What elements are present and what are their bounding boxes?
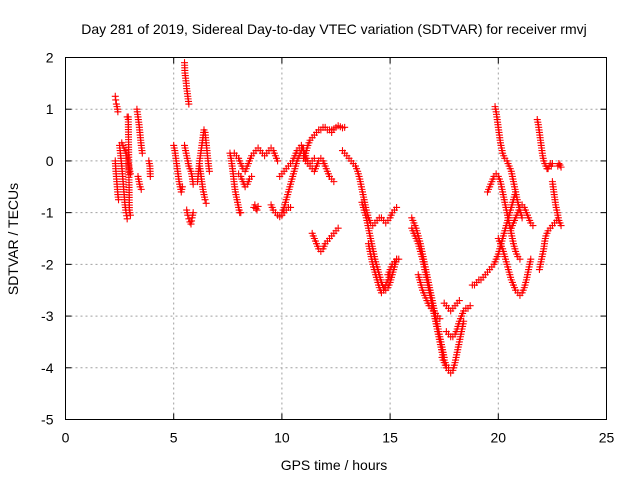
series-arc-11.7 (308, 224, 342, 255)
data-point (395, 255, 403, 263)
series-arc-3.4 (134, 172, 145, 193)
series-arc-5.0 (170, 141, 186, 196)
series-arc-6.4 (196, 162, 210, 207)
x-tick-label: 10 (274, 430, 290, 446)
chart-title: Day 281 of 2019, Sidereal Day-to-day VTE… (81, 21, 586, 37)
data-point (436, 315, 444, 323)
y-tick-label: -3 (41, 308, 54, 324)
x-tick-label: 5 (170, 430, 178, 446)
y-tick-label: -4 (41, 360, 54, 376)
data-point (137, 185, 145, 193)
data-point (237, 209, 245, 217)
series-arc-17.0 (414, 271, 444, 323)
data-point (466, 302, 474, 310)
data-point (555, 160, 563, 168)
series-arc-22.8 (554, 160, 565, 171)
axis-ticks: 0 5 10 15 20 25 -5 -4 -3 -2 -1 0 1 2 (41, 50, 614, 446)
plot-frame (65, 57, 607, 420)
data-point (112, 96, 120, 104)
series-arc-5.7 (183, 206, 197, 228)
series-arc-21.2 (507, 201, 537, 232)
data-point (114, 108, 122, 116)
y-tick-label: 1 (46, 101, 54, 117)
data-point (529, 222, 537, 230)
series-arc-10.3 (278, 144, 308, 217)
data-point (115, 196, 123, 204)
data-point (248, 172, 256, 180)
series-arc-3.3 (133, 105, 146, 157)
series-arc-8.2 (235, 170, 256, 191)
data-point (253, 206, 261, 214)
series-arc-12.5 (328, 122, 349, 134)
grid-lines (65, 57, 607, 420)
y-tick-label: -2 (41, 256, 54, 272)
series-arc-11.6 (300, 149, 338, 186)
data-point (254, 202, 262, 210)
x-axis-label: GPS time / hours (281, 457, 388, 473)
data-point (516, 255, 524, 263)
data-point (138, 149, 146, 157)
data-point (126, 211, 134, 219)
data-point (185, 100, 193, 108)
data-point (178, 183, 186, 191)
data-point (202, 199, 210, 207)
data-point (548, 160, 556, 168)
data-point (557, 222, 565, 230)
series-arc-19.7 (483, 170, 524, 263)
series-arc-2.3b (111, 157, 123, 204)
data-point (527, 255, 535, 263)
x-tick-label: 0 (62, 430, 70, 446)
data-point (205, 167, 213, 175)
series-arc-19.9 (491, 103, 526, 222)
series-arc-17.6 (438, 317, 468, 377)
y-tick-label: -5 (41, 412, 54, 428)
series-arc-2.9 (123, 113, 134, 219)
x-tick-label: 20 (491, 430, 507, 446)
data-point (334, 224, 342, 232)
series-arc-20.5 (494, 235, 535, 299)
y-tick-label: -1 (41, 205, 54, 221)
series-arc-15.2 (384, 255, 403, 279)
series-arc-17.8 (440, 297, 463, 315)
data-point (518, 214, 526, 222)
data-point (393, 203, 401, 211)
data-point (126, 170, 134, 178)
series-arc-6.3 (194, 126, 213, 186)
series-arc-8.8 (250, 201, 262, 214)
data-point (201, 196, 209, 204)
data-point (341, 123, 349, 131)
data-point (274, 157, 282, 165)
data-point (557, 163, 565, 171)
x-tick-label: 15 (382, 430, 398, 446)
series-arc-8.0 (230, 144, 282, 175)
series-arc-3.9 (145, 157, 154, 180)
data-point (330, 178, 338, 186)
series-arc-22.6 (548, 178, 565, 230)
data-point (310, 154, 318, 162)
series-arc-5.5b (181, 141, 197, 188)
data-point (146, 172, 154, 180)
series-arc-5.5a (181, 59, 193, 108)
series-arc-21.9 (533, 116, 556, 173)
y-axis-label: SDTVAR / TECUs (5, 183, 21, 295)
series-arc-18.0 (442, 302, 474, 341)
data-points (111, 59, 565, 377)
data-point (287, 203, 295, 211)
data-point (189, 180, 197, 188)
data-point (123, 215, 131, 223)
y-tick-label: 2 (46, 50, 54, 66)
data-point (455, 297, 463, 305)
data-point (251, 201, 259, 209)
series-arc-2.3a (111, 92, 122, 116)
y-tick-label: 0 (46, 153, 54, 169)
data-point (189, 209, 197, 217)
x-tick-label: 25 (599, 430, 615, 446)
